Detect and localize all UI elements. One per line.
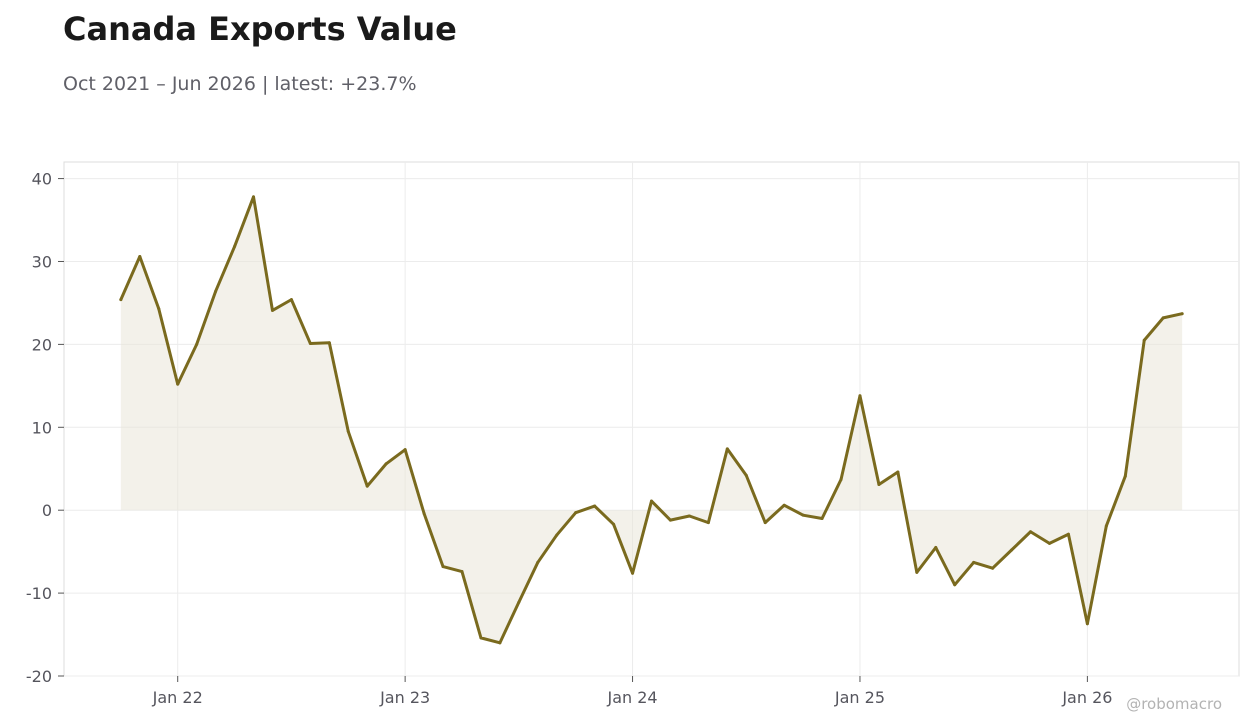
x-tick-label: Jan 23 [379, 688, 430, 707]
y-tick-label: 20 [32, 335, 52, 354]
x-tick-label: Jan 24 [606, 688, 657, 707]
data-point [1010, 548, 1014, 552]
data-point [479, 636, 483, 640]
data-point [668, 518, 672, 522]
data-point [138, 255, 142, 259]
data-point [555, 533, 559, 537]
data-point [820, 516, 824, 520]
data-point [384, 462, 388, 466]
data-point [403, 448, 407, 452]
data-point [706, 521, 710, 525]
x-tick-label: Jan 22 [152, 688, 203, 707]
data-point [157, 307, 161, 311]
data-point [517, 600, 521, 604]
data-points-layer [119, 195, 1184, 645]
y-axis: -20 -10 0 10 20 30 40 [26, 170, 64, 686]
data-point [650, 499, 653, 503]
data-point [498, 641, 502, 645]
y-tick-label: 10 [32, 418, 52, 437]
data-point [915, 570, 919, 574]
data-point [725, 447, 729, 451]
area-fill-layer [120, 196, 1183, 643]
data-point [1029, 530, 1033, 534]
data-point [763, 521, 767, 525]
data-point [1085, 622, 1089, 626]
y-tick-label: -20 [26, 667, 52, 686]
data-point [1104, 524, 1108, 528]
chart-subtitle: Oct 2021 – Jun 2026 | latest: +23.7% [63, 73, 417, 95]
data-point [972, 560, 976, 564]
data-point [1180, 312, 1184, 316]
data-point [195, 342, 199, 346]
y-tick-label: -10 [26, 584, 52, 603]
data-point [744, 473, 748, 477]
data-point [877, 482, 881, 486]
data-point [801, 513, 805, 517]
data-point [612, 522, 616, 526]
data-point [346, 429, 350, 433]
data-point [574, 511, 578, 515]
watermark: @robomacro [1126, 695, 1222, 713]
x-tick-label: Jan 26 [1061, 688, 1112, 707]
data-point [327, 341, 331, 345]
y-tick-label: 40 [32, 170, 52, 189]
data-point [460, 570, 464, 574]
data-point [1161, 316, 1165, 320]
data-point [536, 560, 540, 564]
x-tick-label: Jan 25 [834, 688, 885, 707]
chart-title: Canada Exports Value [63, 10, 457, 48]
data-point [1066, 532, 1070, 536]
y-tick-label: 30 [32, 252, 52, 271]
data-point [422, 512, 426, 516]
data-point [1123, 474, 1127, 478]
data-point [593, 504, 597, 508]
data-point [176, 382, 180, 386]
data-point [365, 484, 369, 488]
data-point [839, 478, 843, 482]
data-point [270, 308, 274, 312]
data-point [858, 394, 862, 398]
data-point [119, 298, 123, 302]
data-point [214, 289, 218, 293]
data-point [991, 566, 995, 570]
x-axis: Jan 22 Jan 23 Jan 24 Jan 25 Jan 26 [152, 676, 1112, 707]
data-point [631, 571, 635, 575]
data-point [687, 514, 691, 518]
data-point [233, 245, 237, 249]
data-point [896, 470, 900, 474]
data-point [289, 298, 293, 302]
series-area [120, 196, 1183, 643]
data-point [1047, 541, 1051, 545]
data-point [934, 546, 938, 549]
data-point [953, 583, 957, 587]
y-tick-label: 0 [42, 501, 52, 520]
data-point [252, 195, 256, 199]
data-point [1142, 338, 1146, 342]
data-point [782, 503, 786, 507]
data-point [308, 342, 312, 346]
data-point [441, 565, 445, 569]
